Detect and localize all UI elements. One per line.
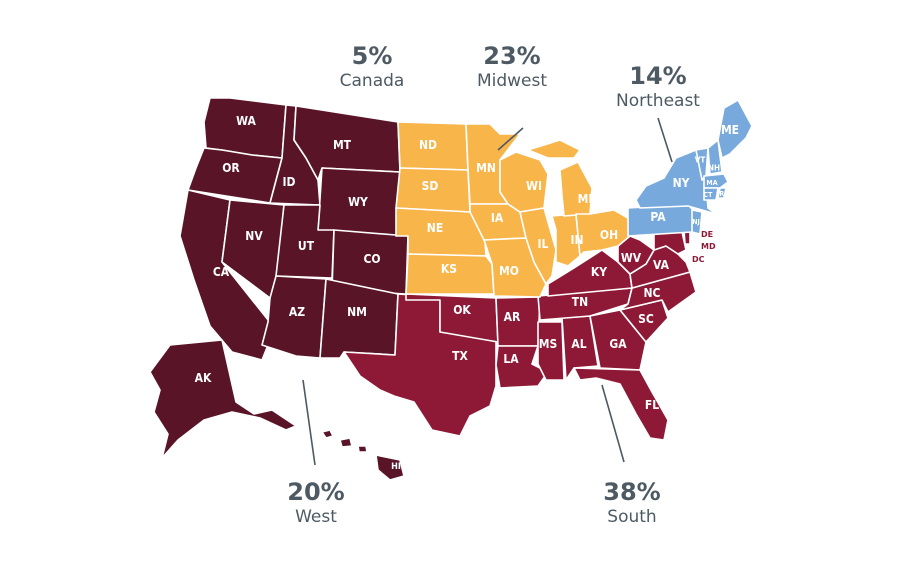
midwest-name: Midwest: [476, 71, 548, 91]
label-az: AZ: [289, 305, 305, 319]
label-ms: MS: [539, 337, 558, 351]
label-fl: FL: [645, 398, 659, 412]
label-la: LA: [503, 352, 519, 366]
northeast-percent: 14%: [629, 62, 687, 90]
label-wi: WI: [526, 179, 542, 193]
region-label-south: 38% South: [584, 478, 680, 528]
region-west: [149, 97, 409, 481]
label-or: OR: [222, 161, 240, 175]
label-nv: NV: [245, 229, 263, 243]
region-label-northeast: 14% Northeast: [600, 62, 716, 112]
label-mo: MO: [499, 264, 519, 278]
state-nh: [707, 139, 723, 175]
label-pa: PA: [650, 210, 666, 224]
label-ak: AK: [195, 371, 212, 385]
label-nd: ND: [419, 138, 437, 152]
label-mi: MI: [578, 192, 593, 206]
state-nc: [619, 271, 697, 313]
region-label-midwest: 23% Midwest: [460, 42, 564, 92]
label-dc: DC: [692, 255, 705, 264]
label-me: ME: [721, 123, 739, 137]
state-hi: [321, 429, 405, 481]
state-ms: [537, 321, 565, 381]
label-ri: RI: [719, 190, 726, 198]
label-il: IL: [538, 237, 549, 251]
region-label-west: 20% West: [268, 478, 364, 528]
label-nm: NM: [347, 305, 367, 319]
region-south: [343, 229, 697, 441]
state-ma: [703, 173, 729, 189]
state-labels: WA OR CA ID NV MT WY UT CO AZ NM AK HI N…: [195, 114, 739, 472]
label-ut: UT: [298, 239, 315, 253]
state-ri: [717, 187, 727, 199]
label-id: ID: [283, 175, 296, 189]
canada-name: Canada: [339, 71, 405, 91]
label-vt: VT: [695, 156, 706, 165]
label-ks: KS: [441, 262, 457, 276]
label-sd: SD: [422, 179, 439, 193]
state-la: [495, 345, 549, 389]
canada-percent: 5%: [351, 42, 393, 70]
leader-west: [302, 379, 316, 466]
label-ga: GA: [609, 337, 627, 351]
state-fl: [573, 367, 669, 441]
west-name: West: [295, 507, 337, 527]
label-ma: MA: [706, 179, 717, 187]
label-nj: NJ: [692, 218, 700, 226]
label-ia: IA: [491, 211, 504, 225]
label-oh: OH: [600, 228, 618, 242]
leader-northeast: [657, 117, 673, 163]
label-tn: TN: [572, 295, 588, 309]
label-in: IN: [570, 233, 583, 247]
midwest-percent: 23%: [483, 42, 541, 70]
label-tx: TX: [452, 349, 468, 363]
label-ky: KY: [591, 265, 607, 279]
label-al: AL: [571, 337, 586, 351]
label-ca: CA: [213, 265, 230, 279]
label-sc: SC: [638, 312, 654, 326]
label-nc: NC: [644, 286, 661, 300]
region-northeast: [627, 99, 753, 237]
region-midwest: [395, 121, 631, 298]
label-wv: WV: [621, 251, 642, 265]
state-wv: [617, 235, 655, 275]
state-nj: [691, 209, 703, 235]
state-oh: [575, 209, 631, 257]
south-name: South: [607, 507, 657, 527]
label-mn: MN: [476, 161, 496, 175]
small-state-labels: DE MD DC: [692, 230, 716, 264]
state-ak: [149, 339, 297, 459]
label-md: MD: [701, 242, 716, 251]
state-ct: [703, 187, 719, 201]
label-ny: NY: [673, 176, 690, 190]
label-ct: CT: [704, 191, 714, 199]
northeast-name: Northeast: [616, 91, 700, 111]
south-percent: 38%: [603, 478, 661, 506]
label-wy: WY: [348, 195, 368, 209]
label-ne: NE: [427, 221, 443, 235]
west-percent: 20%: [287, 478, 345, 506]
label-co: CO: [363, 252, 380, 266]
state-il: [519, 207, 557, 285]
label-ar: AR: [504, 310, 521, 324]
label-nh: NH: [708, 164, 720, 173]
state-me: [717, 99, 753, 159]
region-label-canada: 5% Canada: [322, 42, 422, 92]
label-de: DE: [701, 230, 713, 239]
label-va: VA: [653, 258, 670, 272]
label-wa: WA: [236, 114, 256, 128]
label-mt: MT: [333, 138, 352, 152]
leader-midwest: [497, 127, 524, 151]
leader-south: [601, 384, 625, 463]
label-hi: HI: [391, 462, 401, 472]
leader-lines: [302, 117, 673, 466]
label-ok: OK: [453, 303, 471, 317]
